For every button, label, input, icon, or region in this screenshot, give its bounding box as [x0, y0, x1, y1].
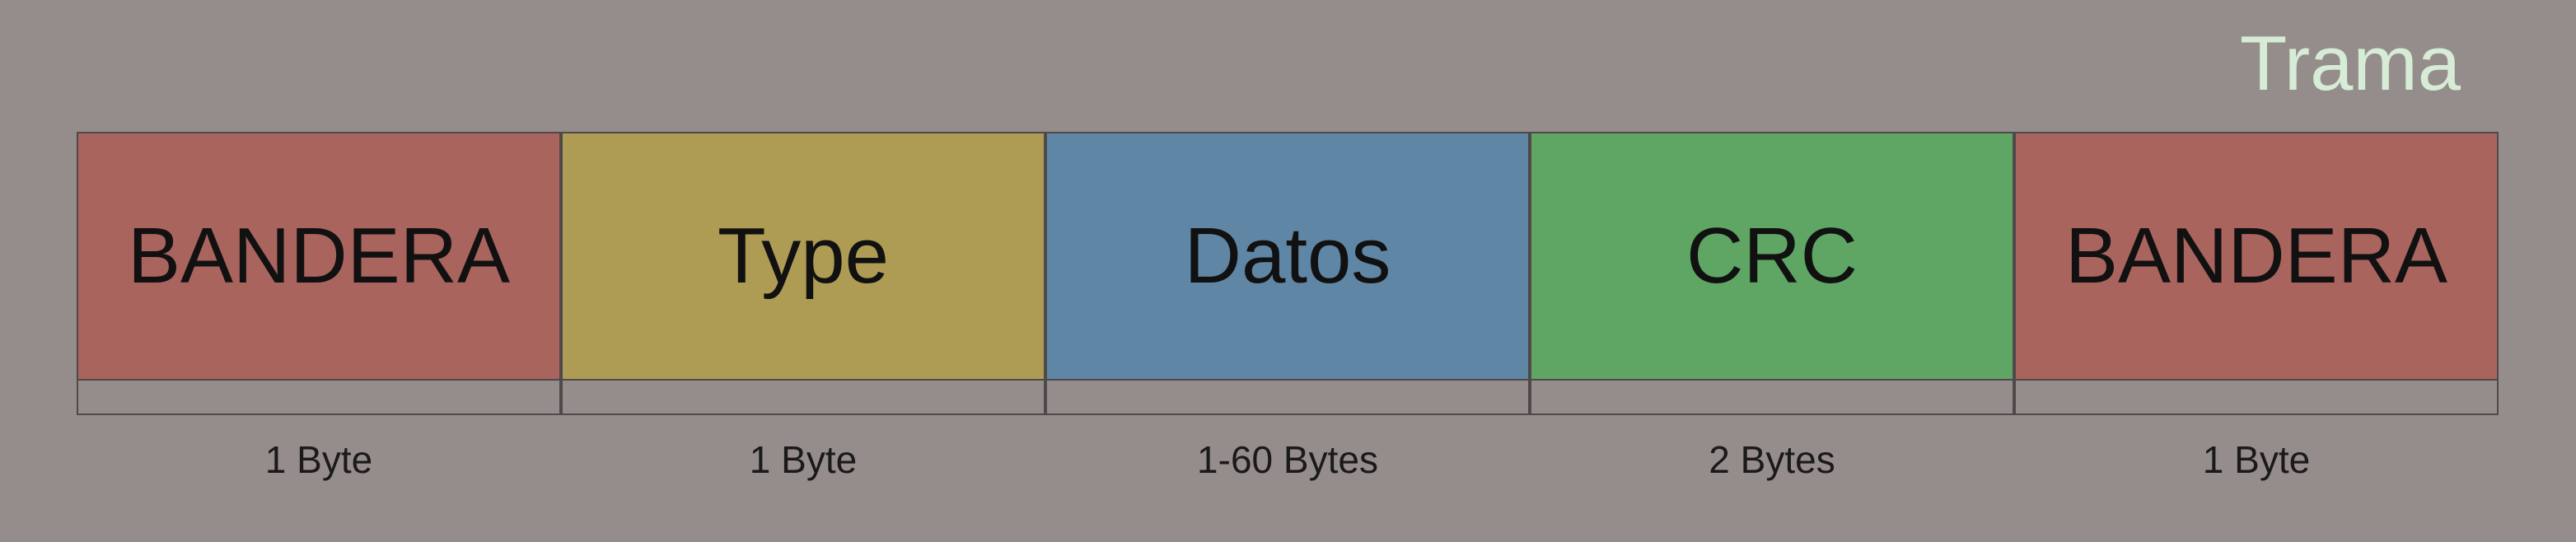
field-size: 2 Bytes: [1709, 438, 1835, 481]
field-cell: BANDERA: [77, 132, 561, 381]
field-crc: CRC 2 Bytes: [1530, 132, 2014, 484]
field-cell: BANDERA: [2014, 132, 2499, 381]
field-size: 1-60 Bytes: [1197, 438, 1378, 481]
field-size: 1 Byte: [264, 438, 373, 481]
field-strip: [1530, 381, 2014, 415]
field-bandera-start: BANDERA 1 Byte: [77, 132, 561, 484]
field-strip: [77, 381, 561, 415]
frame-title: Trama: [2239, 20, 2461, 106]
field-cell: Datos: [1045, 132, 1530, 381]
field-bandera-end: BANDERA 1 Byte: [2014, 132, 2499, 484]
field-size: 1 Byte: [749, 438, 858, 481]
frame-fields: BANDERA 1 Byte Type 1 Byte Datos 1-60 By…: [77, 132, 2499, 484]
field-size: 1 Byte: [2202, 438, 2311, 481]
field-type: Type 1 Byte: [561, 132, 1045, 484]
field-cell: Type: [561, 132, 1045, 381]
field-strip: [561, 381, 1045, 415]
field-datos: Datos 1-60 Bytes: [1045, 132, 1530, 484]
field-strip: [1045, 381, 1530, 415]
field-cell: CRC: [1530, 132, 2014, 381]
field-strip: [2014, 381, 2499, 415]
